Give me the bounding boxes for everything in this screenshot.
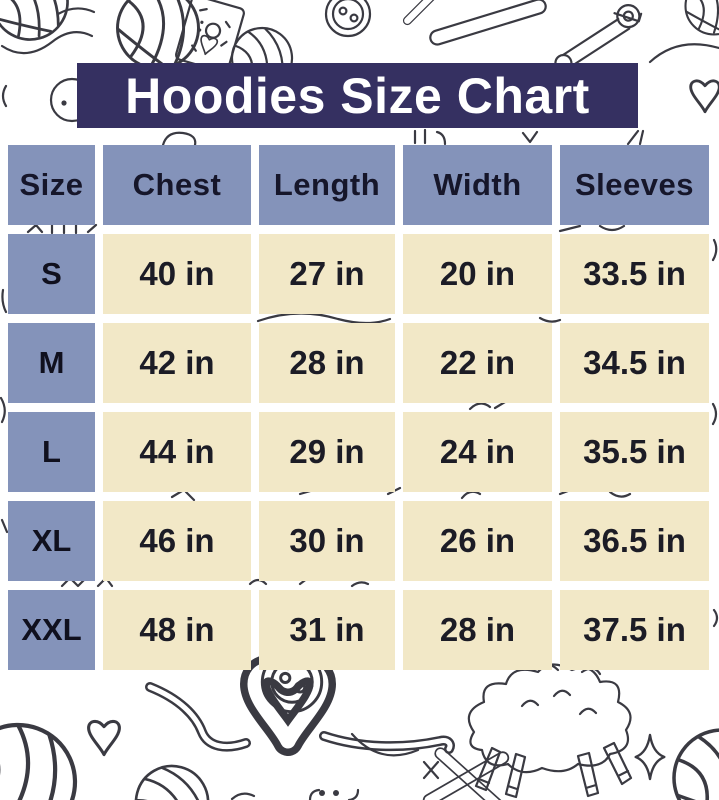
column-header-width: Width [403, 145, 552, 225]
doodle-fragments [319, 790, 325, 796]
value-cell: 31 in [259, 590, 395, 670]
value-cell: 37.5 in [560, 590, 709, 670]
curve-doodle [648, 43, 719, 64]
row-label: L [8, 412, 95, 492]
size-chart-table: Size Chest Length Width Sleeves S 40 in … [8, 145, 709, 670]
knitting-needle-icon [401, 0, 455, 27]
row-label: S [8, 234, 95, 314]
circle-doodle [61, 100, 67, 106]
doodle-fragments [0, 312, 718, 426]
value-cell: 46 in [103, 501, 251, 581]
column-header-size: Size [8, 145, 95, 225]
cross-stitch-icon [422, 760, 440, 780]
value-cell: 28 in [259, 323, 395, 403]
value-cell: 20 in [403, 234, 552, 314]
value-cell: 33.5 in [560, 234, 709, 314]
page-title: Hoodies Size Chart [125, 67, 590, 124]
yarn-ball-icon [0, 0, 78, 50]
yarn-ball-icon [664, 720, 719, 800]
button-icon [324, 0, 372, 38]
value-cell: 40 in [103, 234, 251, 314]
heart-icon [689, 79, 719, 114]
value-cell: 48 in [103, 590, 251, 670]
value-cell: 30 in [259, 501, 395, 581]
column-header-sleeves: Sleeves [560, 145, 709, 225]
heart-icon [87, 719, 121, 757]
value-cell: 28 in [403, 590, 552, 670]
doodle-fragments [230, 788, 360, 800]
value-cell: 27 in [259, 234, 395, 314]
knitting-needle-icon [432, 745, 508, 800]
value-cell: 26 in [403, 501, 552, 581]
value-cell: 34.5 in [560, 323, 709, 403]
sparkle-icon [634, 733, 666, 781]
doodle-fragments [26, 223, 626, 235]
value-cell: 22 in [403, 323, 552, 403]
knitting-needle-icon [427, 0, 549, 48]
value-cell: 29 in [259, 412, 395, 492]
squiggle-doodle [1, 84, 8, 108]
value-cell: 42 in [103, 323, 251, 403]
sheep-icon [467, 663, 633, 799]
value-cell: 35.5 in [560, 412, 709, 492]
yarn-ball-icon [121, 751, 223, 800]
doodle-fragments [161, 128, 645, 147]
value-cell: 36.5 in [560, 501, 709, 581]
mitten-curve-icon [0, 7, 96, 55]
column-header-length: Length [259, 145, 395, 225]
row-label: M [8, 323, 95, 403]
curve-doodle [350, 732, 420, 757]
column-header-chest: Chest [103, 145, 251, 225]
yarn-ball-icon [684, 0, 719, 36]
yarn-string-heart-icon [145, 670, 455, 749]
yarn-ball-icon [0, 709, 91, 800]
doodle-fragments [333, 790, 339, 796]
title-banner: Hoodies Size Chart [77, 63, 638, 128]
value-cell: 24 in [403, 412, 552, 492]
row-label: XXL [8, 590, 95, 670]
row-label: XL [8, 501, 95, 581]
value-cell: 44 in [103, 412, 251, 492]
